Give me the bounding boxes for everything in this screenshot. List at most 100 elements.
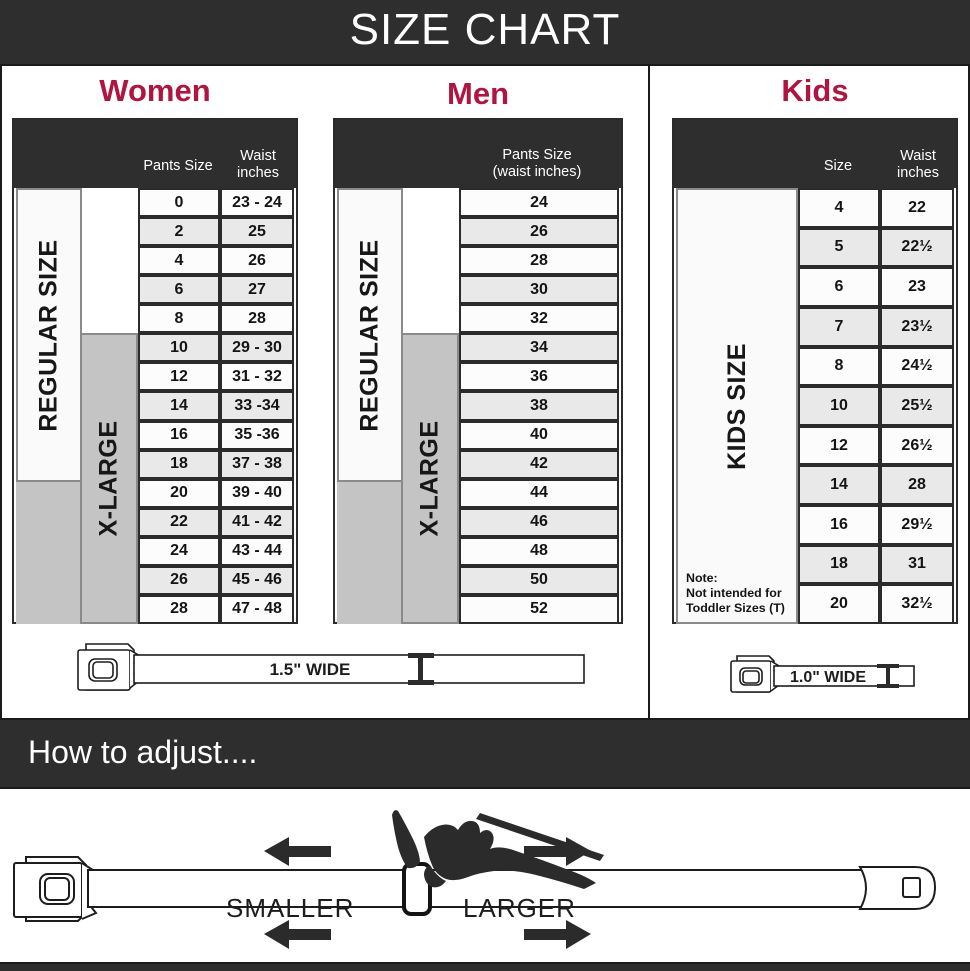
table-row: 34 bbox=[459, 333, 619, 363]
cell-waist: 23 - 24 bbox=[220, 188, 294, 218]
cell-size: 42 bbox=[459, 449, 619, 479]
cell-size: 16 bbox=[138, 420, 220, 450]
table-row: 46 bbox=[459, 507, 619, 537]
table-row: 52 bbox=[459, 594, 619, 624]
cell-waist: 24½ bbox=[880, 346, 954, 387]
table-row: 4 26 bbox=[138, 246, 294, 276]
table-row: 10 25½ bbox=[798, 386, 954, 426]
table-row: 42 bbox=[459, 449, 619, 479]
howto-title: How to adjust.... bbox=[28, 734, 258, 770]
belt-small-width-label: 1.0" WIDE bbox=[790, 669, 866, 686]
cell-size: 14 bbox=[798, 465, 880, 505]
table-row: 0 23 - 24 bbox=[138, 188, 294, 218]
cell-size: 6 bbox=[798, 267, 880, 307]
cell-waist: 28 bbox=[880, 465, 954, 505]
men-table-rows: 24 26 28 30 32 34 36 38 40 42 44 46 48 50 52 bbox=[459, 188, 619, 624]
table-row: 30 bbox=[459, 275, 619, 305]
table-row: 24 bbox=[459, 188, 619, 218]
table-row: 4 22 bbox=[798, 188, 954, 228]
cell-waist: 27 bbox=[220, 275, 294, 305]
cell-size: 5 bbox=[798, 227, 880, 268]
kids-col-header-waist: Waist inches bbox=[880, 148, 956, 182]
women-col-header-waist-line2: inches bbox=[237, 165, 279, 181]
belt-diagram-small: 1.0" WIDE bbox=[725, 650, 917, 698]
cell-waist: 25 bbox=[220, 217, 294, 247]
table-row: 16 35 -36 bbox=[138, 420, 294, 450]
cell-size: 28 bbox=[459, 246, 619, 276]
women-size-table: Pants Size Waist inches REGULAR SIZE X-L… bbox=[12, 118, 298, 624]
kids-col-header-waist-line1: Waist bbox=[900, 148, 936, 164]
howto-illustration-panel bbox=[0, 787, 970, 964]
cell-size: 20 bbox=[798, 584, 880, 624]
table-row: 28 47 - 48 bbox=[138, 594, 294, 624]
cell-waist: 26½ bbox=[880, 425, 954, 466]
table-row: 2 25 bbox=[138, 217, 294, 247]
cell-size: 8 bbox=[138, 304, 220, 334]
cell-size: 4 bbox=[138, 246, 220, 276]
title-band: SIZE CHART bbox=[0, 0, 970, 64]
table-row: 12 26½ bbox=[798, 425, 954, 466]
kids-note-line2: Not intended for bbox=[686, 586, 782, 600]
table-row: 28 bbox=[459, 246, 619, 276]
cell-size: 26 bbox=[138, 565, 220, 595]
group-title-women: Women bbox=[99, 73, 211, 108]
men-band-x-large-label: X-LARGE bbox=[415, 420, 444, 537]
cell-waist: 37 - 38 bbox=[220, 449, 294, 479]
kids-col-header-size: Size bbox=[823, 158, 853, 174]
women-col-header-waist: Waist inches bbox=[220, 148, 296, 182]
table-row: 14 33 -34 bbox=[138, 391, 294, 421]
cell-waist: 35 -36 bbox=[220, 420, 294, 450]
women-band-regular-size-label: REGULAR SIZE bbox=[34, 238, 63, 432]
cell-size: 52 bbox=[459, 594, 619, 624]
cell-size: 14 bbox=[138, 391, 220, 421]
cell-waist: 45 - 46 bbox=[220, 565, 294, 595]
table-row: 50 bbox=[459, 565, 619, 595]
cell-waist: 32½ bbox=[880, 584, 954, 624]
cell-size: 18 bbox=[138, 449, 220, 479]
table-row: 12 31 - 32 bbox=[138, 362, 294, 392]
table-row: 7 23½ bbox=[798, 306, 954, 347]
cell-size: 26 bbox=[459, 217, 619, 247]
women-band-x-large-label: X-LARGE bbox=[94, 420, 123, 537]
kids-table-header: Size Waist inches bbox=[674, 120, 956, 188]
cell-size: 38 bbox=[459, 391, 619, 421]
cell-size: 30 bbox=[459, 275, 619, 305]
table-row: 8 24½ bbox=[798, 346, 954, 387]
kids-band-kids-size: KIDS SIZE Note: Not intended for Toddler… bbox=[676, 188, 798, 624]
table-row: 32 bbox=[459, 304, 619, 334]
cell-size: 22 bbox=[138, 507, 220, 537]
cell-size: 8 bbox=[798, 346, 880, 387]
cell-size: 36 bbox=[459, 362, 619, 392]
table-row: 20 32½ bbox=[798, 584, 954, 624]
cell-waist: 29½ bbox=[880, 505, 954, 545]
kids-col-header-waist-line2: inches bbox=[897, 165, 939, 181]
cell-size: 40 bbox=[459, 420, 619, 450]
cell-size: 32 bbox=[459, 304, 619, 334]
men-xlarge-fill bbox=[337, 480, 403, 624]
table-row: 38 bbox=[459, 391, 619, 421]
kids-table-rows: 4 22 5 22½ 6 23 7 23½ 8 24½ 10 25½ 12 26½ 14 28 16 29½ 18 3… bbox=[798, 188, 954, 624]
table-row: 26 45 - 46 bbox=[138, 565, 294, 595]
arrow-right-bottom-icon bbox=[524, 920, 591, 949]
cell-size: 10 bbox=[798, 386, 880, 426]
cell-waist: 29 - 30 bbox=[220, 333, 294, 363]
arrow-left-bottom-icon bbox=[264, 920, 331, 949]
cell-waist: 25½ bbox=[880, 386, 954, 426]
kids-note-line1: Note: bbox=[686, 571, 718, 585]
women-xlarge-fill bbox=[16, 480, 82, 624]
cell-waist: 22½ bbox=[880, 227, 954, 268]
arrow-right-top-icon bbox=[524, 837, 591, 866]
belt-large-width-label: 1.5" WIDE bbox=[270, 660, 351, 679]
cell-size: 28 bbox=[138, 594, 220, 624]
men-col-header-line2: (waist inches) bbox=[492, 164, 582, 180]
table-row: 6 27 bbox=[138, 275, 294, 305]
cell-size: 24 bbox=[459, 188, 619, 218]
men-band-x-large: X-LARGE bbox=[401, 333, 459, 624]
cell-size: 24 bbox=[138, 536, 220, 566]
women-table-rows: 0 23 - 24 2 25 4 26 6 27 8 28 10 29 - 30 12 31 - 32 14… bbox=[138, 188, 294, 624]
cell-size: 46 bbox=[459, 507, 619, 537]
label-larger: LARGER bbox=[463, 893, 576, 923]
cell-size: 44 bbox=[459, 478, 619, 508]
table-row: 10 29 - 30 bbox=[138, 333, 294, 363]
